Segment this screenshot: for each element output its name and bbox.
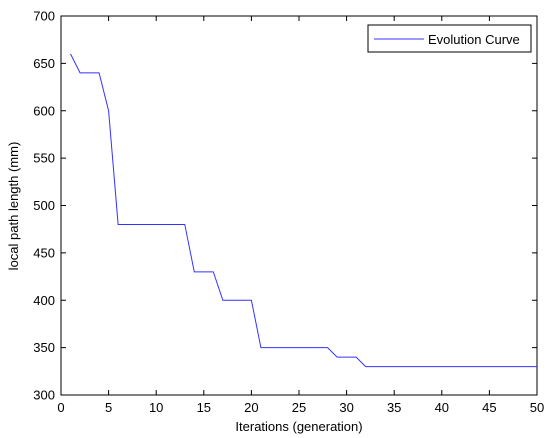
x-tick-label: 10 xyxy=(149,400,163,415)
y-tick-label: 500 xyxy=(33,198,55,213)
x-axis-label: Iterations (generation) xyxy=(235,419,362,434)
x-tick-label: 45 xyxy=(482,400,496,415)
y-tick-label: 300 xyxy=(33,388,55,403)
x-tick-label: 30 xyxy=(339,400,353,415)
legend: Evolution Curve xyxy=(367,24,532,53)
y-tick-label: 550 xyxy=(33,151,55,166)
series-line-evolution-curve xyxy=(70,53,537,368)
x-tick-label: 0 xyxy=(57,400,64,415)
x-tick-label: 5 xyxy=(105,400,112,415)
y-tick-label: 350 xyxy=(33,340,55,355)
y-tick-label: 700 xyxy=(33,9,55,24)
series-group xyxy=(70,53,537,368)
x-tick-label: 20 xyxy=(244,400,258,415)
y-tick-label: 400 xyxy=(33,293,55,308)
x-tick-label: 25 xyxy=(292,400,306,415)
y-tick-label: 650 xyxy=(33,56,55,71)
y-axis-label: local path length (mm) xyxy=(6,142,21,271)
x-tick-label: 50 xyxy=(530,400,544,415)
y-tick-label: 450 xyxy=(33,245,55,260)
legend-label-evolution-curve: Evolution Curve xyxy=(428,32,520,47)
plot-area xyxy=(60,15,538,396)
x-tick-label: 35 xyxy=(387,400,401,415)
x-tick-label: 40 xyxy=(435,400,449,415)
axis-ticks: 0 5 10 15 20 25 30 35 40 45 50 300 350 400 450 500 550 60… xyxy=(33,9,544,416)
y-tick-label: 600 xyxy=(33,103,55,118)
x-tick-label: 15 xyxy=(197,400,211,415)
